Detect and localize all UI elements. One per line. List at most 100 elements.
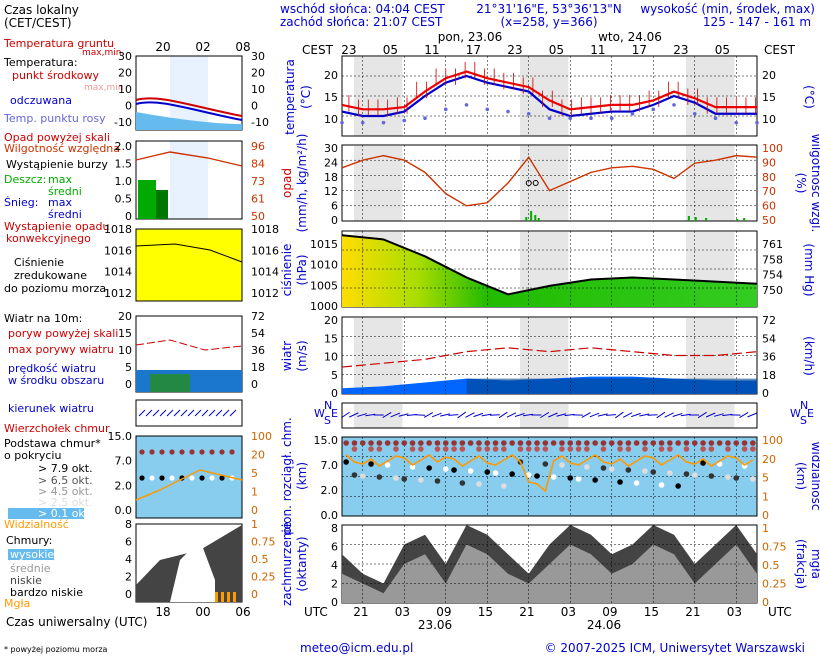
- legend-utc-hour: 00: [195, 605, 210, 619]
- legend-cloud-top-dot: [139, 449, 145, 455]
- legend-cloud-base-dot: [159, 475, 165, 481]
- legend-tick: 1014: [104, 266, 132, 279]
- legend-cloud-top-dot: [209, 449, 215, 455]
- legend-pressure1: Ciśnienie: [14, 256, 64, 269]
- cloud-top-dot: [725, 440, 731, 446]
- dew-point-dot: [423, 116, 427, 121]
- legend-rain-bar-mean: [156, 190, 168, 219]
- tick-label: 0: [331, 214, 338, 227]
- cloud-top-dot: [700, 446, 706, 452]
- cloud-top-dot: [509, 440, 515, 446]
- legend-tick: 30: [118, 50, 132, 63]
- top-hour-label: 05: [383, 43, 398, 57]
- legend-temp-ground: Temperatura gruntu: [3, 37, 114, 50]
- dew-point-dot: [713, 116, 718, 121]
- dew-point-dot: [651, 107, 656, 112]
- cloud-base-dot: [525, 472, 532, 478]
- legend-tick: 36: [251, 344, 265, 357]
- grid-point: (x=258, y=366): [500, 15, 597, 29]
- footer-email[interactable]: meteo@icm.edu.pl: [300, 641, 413, 655]
- local-time-sub: (CET/CEST): [4, 16, 72, 30]
- cloud-top-dot: [409, 446, 416, 452]
- wind-arrow: [739, 412, 749, 418]
- legend-tick: 0: [125, 100, 132, 113]
- coordinates: 21°31'16"E, 53°36'13"N: [476, 2, 621, 16]
- cloud-base-dot: [401, 476, 408, 482]
- legend-utc: Czas uniwersalny (UTC): [6, 615, 147, 629]
- legend-convective2: konwekcyjnego: [6, 232, 91, 245]
- top-hour-label: 11: [590, 43, 605, 57]
- cloud-base-dot: [658, 482, 665, 488]
- wind-title: wiatr: [280, 341, 294, 371]
- legend-convective: Wystąpienie opadu: [4, 220, 109, 233]
- cloud-base-dot: [691, 472, 698, 478]
- cloud-top-dot: [642, 440, 648, 446]
- pressure-title: ciśnienie: [280, 244, 294, 297]
- tick-label: 15.0: [314, 434, 339, 447]
- legend-tick: 20: [118, 67, 132, 80]
- tick-label: 1005: [310, 279, 338, 292]
- cloud-top-dot: [384, 440, 391, 446]
- cloud-base-dot: [683, 471, 690, 477]
- dew-point-dot: [443, 107, 448, 112]
- legend-tick: 1016: [251, 244, 279, 257]
- legend-tick: -10: [251, 116, 269, 129]
- legend-tick: 1018: [104, 223, 132, 236]
- legend-winddir-box: [135, 399, 243, 427]
- cloud-base-dot: [675, 483, 681, 489]
- legend-cloud-base-dot: [149, 475, 155, 481]
- tick-label: 20: [324, 314, 338, 327]
- top-hour-label: 23: [507, 43, 522, 57]
- wind-arrow: [481, 413, 492, 417]
- tick-label: 18: [324, 171, 338, 184]
- cloud-base-dot: [442, 466, 449, 472]
- legend-okt-01: > 0.1 okt.: [38, 507, 93, 520]
- legend-snow-mean: średni: [48, 208, 82, 221]
- legend-pressure3: do poziomu morza: [4, 282, 106, 295]
- cloud-base-dot: [426, 465, 432, 471]
- bottom-hour-label: 15: [644, 605, 659, 619]
- cloud-base-dot: [550, 474, 557, 480]
- cloud-top-dot: [442, 440, 449, 446]
- cloud-base-dot: [376, 474, 383, 480]
- legend-max-gust: max porywy wiatru: [8, 343, 114, 356]
- legend-cloud-top: Wierzchołek chmur: [4, 422, 110, 435]
- legend-fog-bar: [221, 592, 224, 602]
- legend-okt-65: > 6.5 okt.: [38, 474, 93, 487]
- cloud-top-dot: [691, 440, 698, 446]
- grid-lines: [342, 56, 757, 603]
- legend-tick: 0: [251, 378, 258, 391]
- footer-copyright: © 2007-2025 ICM, Uniwersytet Warszawski: [545, 641, 805, 655]
- cloud-top-dot: [517, 446, 524, 452]
- humidity-unit: (%): [794, 173, 808, 194]
- cloud-base-dot: [542, 461, 549, 467]
- cloud-top-dot: [542, 446, 549, 452]
- legend-cloud-base-dot: [209, 475, 215, 481]
- cloud-top-dot: [501, 446, 507, 452]
- legend-cloud-base-dot: [189, 475, 195, 481]
- wind-arrow: [656, 411, 666, 419]
- legend-cloud-top-dot: [189, 449, 195, 455]
- cloud-base-dot: [750, 476, 756, 482]
- legend-cloud-top-dot: [179, 449, 185, 455]
- cloud-top-dot: [683, 440, 690, 446]
- cloud-top-dot: [476, 440, 482, 446]
- cloud-base-dot: [384, 462, 391, 468]
- tick-label: 54: [762, 332, 776, 345]
- cloud-top-dot: [368, 440, 374, 446]
- night-band: [354, 404, 403, 428]
- day2-bottom-label: 24.06: [587, 618, 621, 632]
- legend-tick: 2: [125, 571, 132, 584]
- visibility-unit: (km): [794, 462, 808, 490]
- top-hour-labels: 23 05 11 17 23 05 11 17 23 05: [341, 43, 730, 57]
- cloud-top-dot: [608, 440, 615, 446]
- dew-point-dot: [755, 120, 759, 125]
- main-left-ticks: 2015103024181260101510101005100020151050…: [310, 69, 338, 609]
- night-band: [686, 57, 735, 136]
- legend-tick: 50: [251, 210, 265, 223]
- legend-clouds: Chmury:: [6, 534, 52, 547]
- wind-arrow: [747, 412, 757, 418]
- cloud-base-dot: [708, 473, 715, 479]
- cloud-top-dot: [525, 446, 532, 452]
